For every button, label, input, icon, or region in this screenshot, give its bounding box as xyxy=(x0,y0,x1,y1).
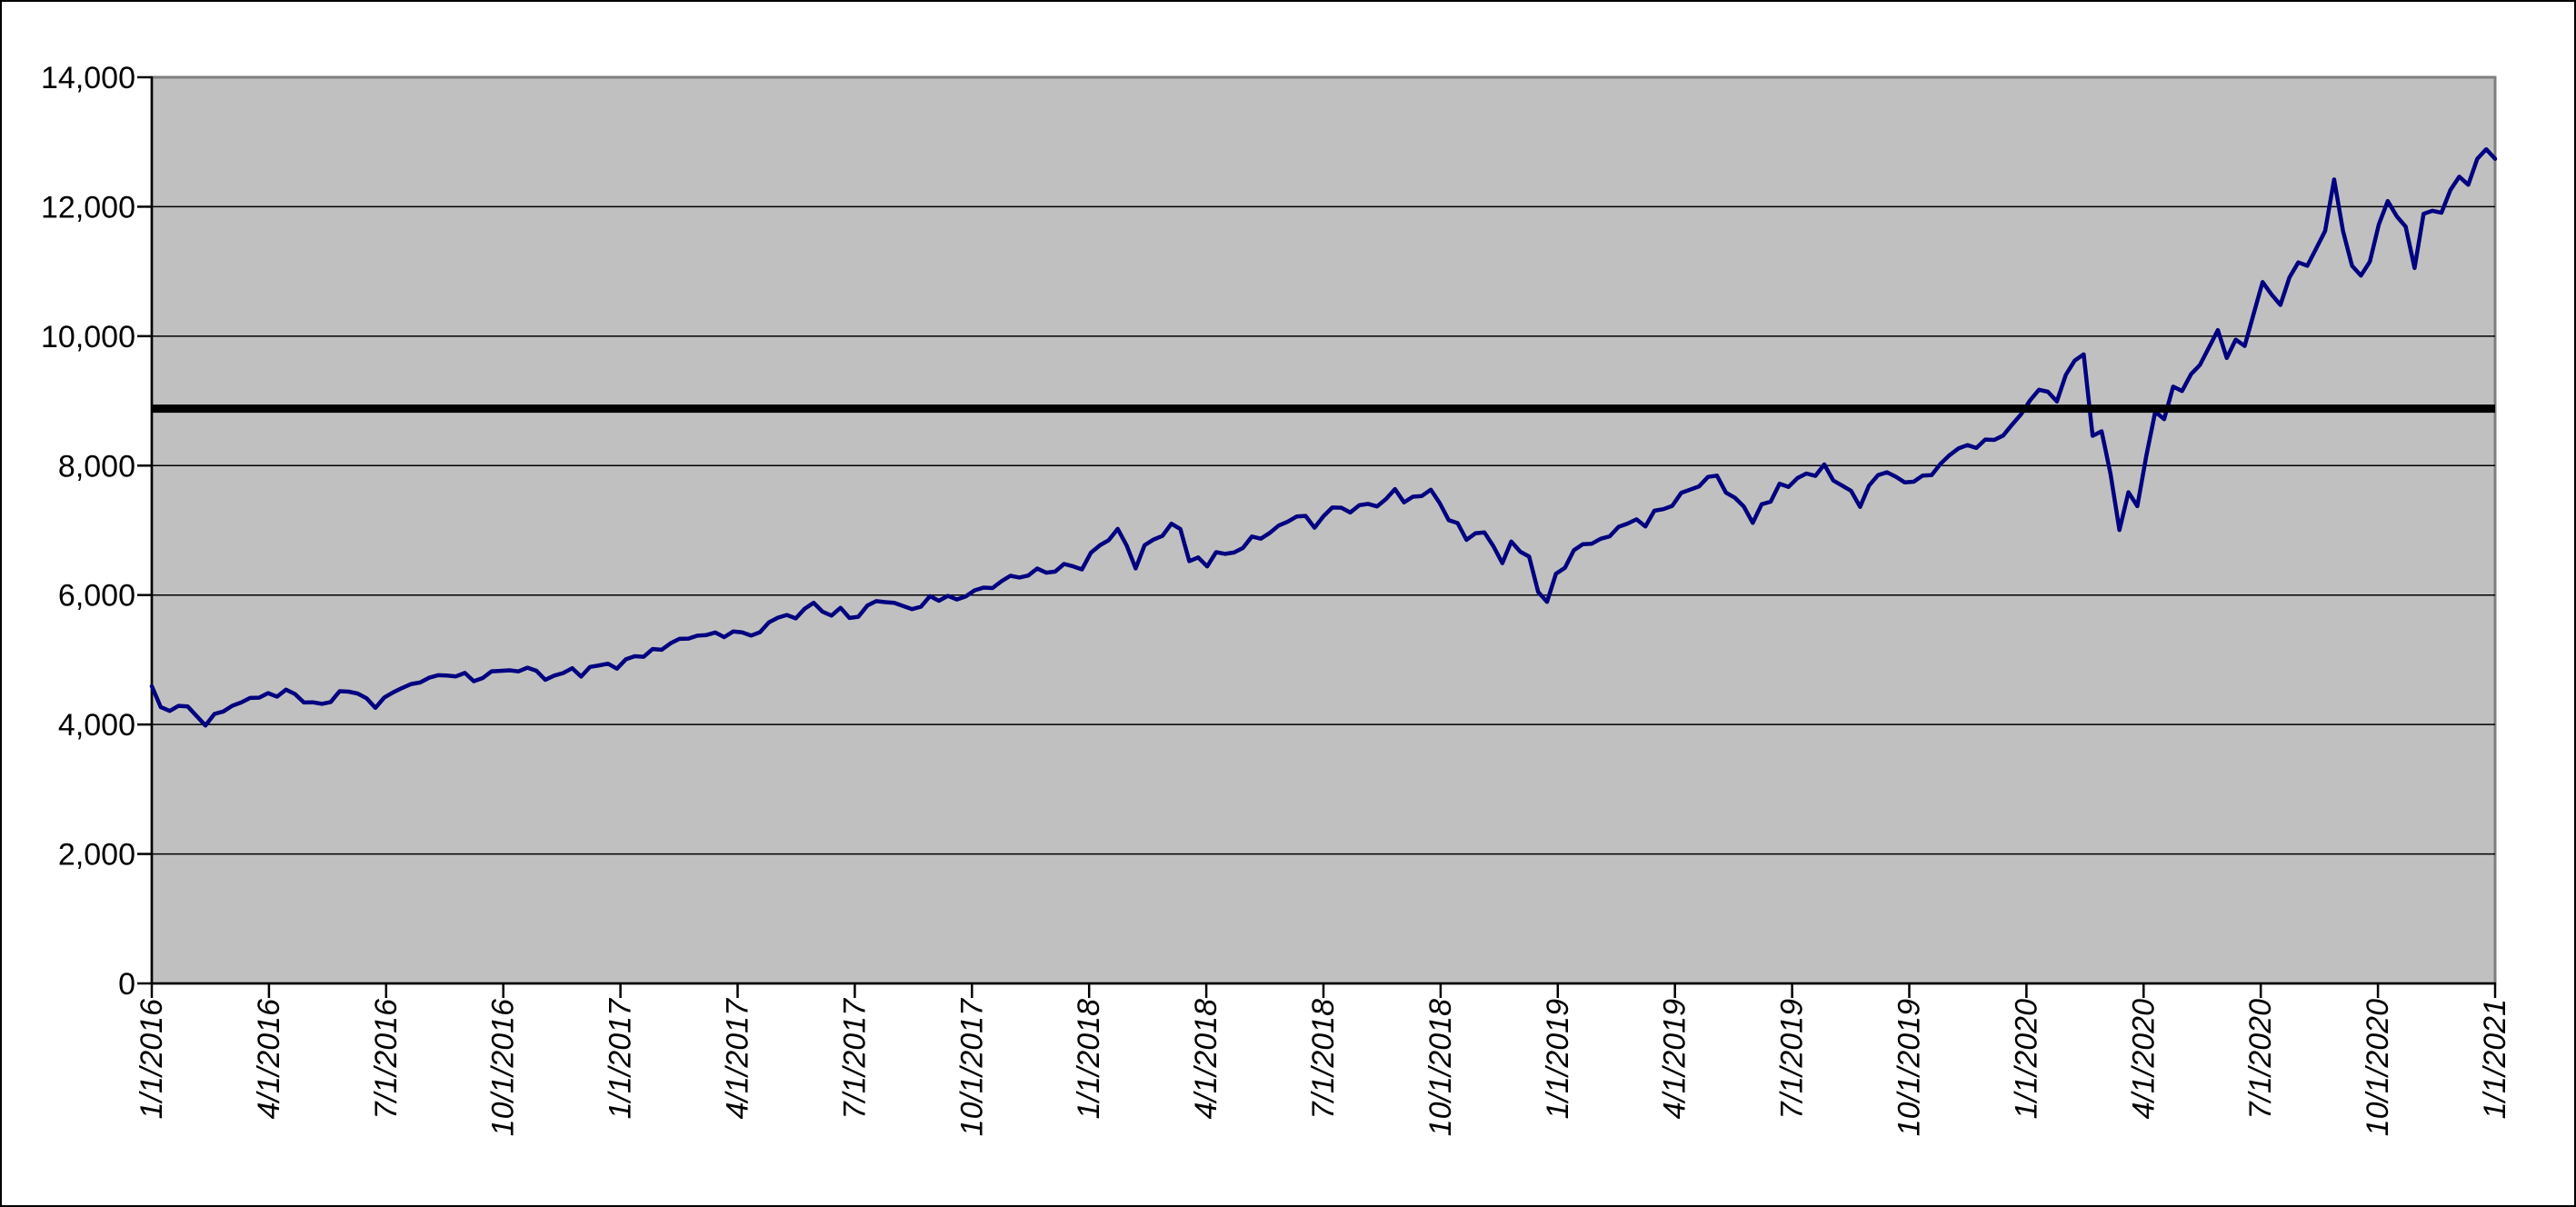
y-axis-label: 14,000 xyxy=(41,61,135,95)
x-axis-label: 10/1/2019 xyxy=(1892,999,1927,1136)
x-axis-label: 4/1/2018 xyxy=(1189,999,1223,1119)
x-axis-label: 7/1/2017 xyxy=(837,998,872,1119)
x-axis-label: 1/1/2019 xyxy=(1541,999,1575,1119)
x-axis-label: 10/1/2016 xyxy=(486,999,521,1136)
x-axis-label: 10/1/2018 xyxy=(1423,999,1458,1136)
x-axis-label: 1/1/2016 xyxy=(135,999,169,1119)
gridlines xyxy=(152,205,2495,855)
y-axis-labels: 0 2,000 4,000 6,000 8,000 10,000 12,000 14,000 xyxy=(41,61,135,1002)
x-axis-label: 7/1/2020 xyxy=(2243,999,2278,1119)
series-line xyxy=(149,146,2498,728)
y-axis-label: 12,000 xyxy=(41,190,135,224)
y-axis-label: 6,000 xyxy=(58,579,135,613)
plot-area xyxy=(150,75,2497,985)
x-axis-label: 4/1/2020 xyxy=(2126,999,2161,1119)
x-axis-label: 7/1/2018 xyxy=(1306,999,1341,1119)
x-axis-label: 4/1/2016 xyxy=(252,999,286,1119)
x-axis-label: 1/1/2021 xyxy=(2478,999,2512,1119)
y-axis-label: 8,000 xyxy=(58,449,135,484)
y-axis-label: 2,000 xyxy=(58,838,135,873)
x-axis-label: 7/1/2016 xyxy=(369,999,404,1119)
y-axis-ticks xyxy=(137,75,152,985)
y-axis-label: 10,000 xyxy=(41,320,135,354)
x-axis-label: 7/1/2019 xyxy=(1775,999,1810,1119)
x-axis-label: 1/1/2018 xyxy=(1072,999,1106,1119)
x-axis-label: 10/1/2020 xyxy=(2361,999,2395,1136)
x-axis-labels: 1/1/2016 4/1/2016 7/1/2016 10/1/2016 1/1/201… xyxy=(135,998,2512,1136)
x-axis-label: 1/1/2020 xyxy=(2009,999,2043,1119)
x-axis-label: 10/1/2017 xyxy=(954,998,989,1136)
x-axis-ticks xyxy=(150,983,2497,998)
y-axis-label: 0 xyxy=(118,967,135,1002)
x-axis-label: 1/1/2017 xyxy=(604,998,638,1119)
x-axis-label: 4/1/2017 xyxy=(721,998,755,1119)
x-axis-label: 4/1/2019 xyxy=(1658,999,1692,1119)
y-axis-label: 4,000 xyxy=(58,708,135,743)
